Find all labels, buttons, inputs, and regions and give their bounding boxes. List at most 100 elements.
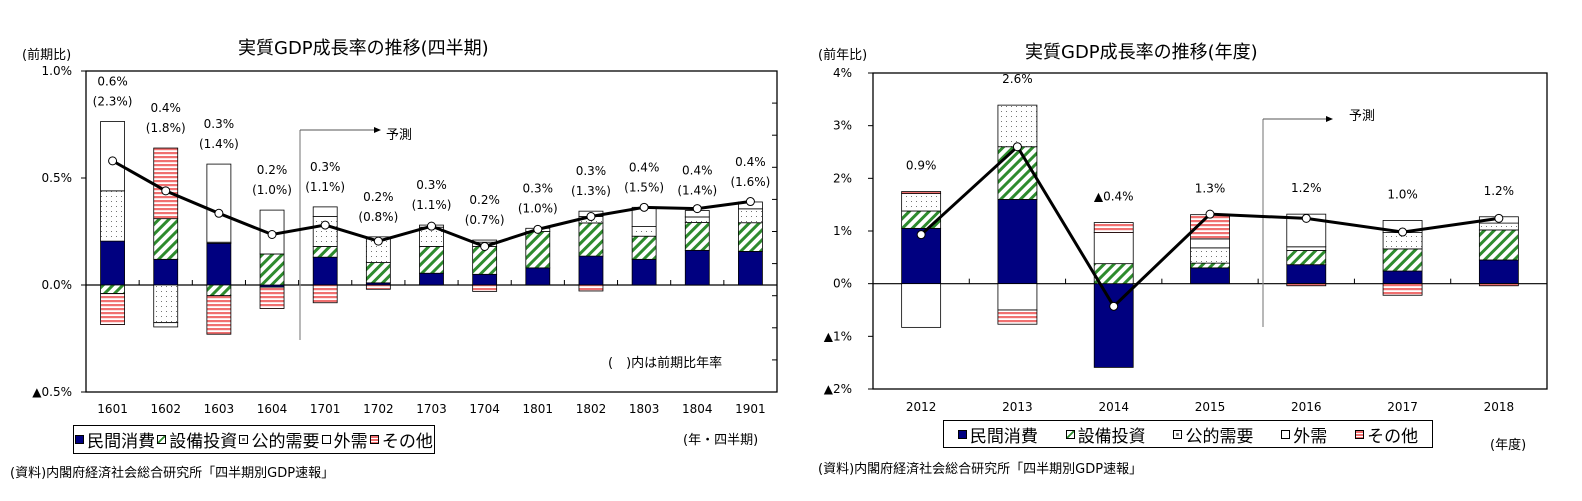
annualized-label: (1.0%)	[518, 201, 558, 215]
bar-segment-2	[472, 246, 498, 275]
bar-segment-1	[312, 256, 338, 286]
bar-segment-1	[1286, 264, 1327, 285]
annualized-label: (0.8%)	[358, 210, 398, 224]
gdp-line-point	[1398, 227, 1408, 237]
x-tick-label: 1804	[682, 402, 713, 416]
annualized-label: (1.1%)	[305, 180, 345, 194]
quarterly-chart: 1.0% 0.5% 0.0% ▲0.5% 0.6% 1601 (2.3%) 0.4% 1602 (…	[32, 64, 778, 416]
x-tick-label: 1704	[469, 402, 500, 416]
gdp-line-point	[108, 156, 118, 166]
bar-segment-5	[578, 284, 604, 292]
data-label: 0.2%	[363, 190, 394, 204]
data-label: 0.9%	[906, 159, 937, 173]
x-tick-label: 1603	[204, 402, 235, 416]
fiscal-x-unit: (年度)	[1490, 438, 1527, 453]
x-tick-label: 2015	[1195, 400, 1226, 414]
gdp-line-point	[373, 236, 383, 246]
quarterly-forecast-label: 予測	[386, 128, 413, 143]
data-label: 0.3%	[310, 160, 341, 174]
x-tick-label: 2014	[1098, 400, 1129, 414]
annualized-label: (1.1%)	[412, 198, 452, 212]
x-tick-label: 1701	[310, 402, 341, 416]
gdp-line-point	[427, 221, 436, 231]
x-tick-label: 2013	[1002, 400, 1033, 414]
y-tick-label: 0%	[833, 277, 852, 291]
bar-segment-2	[901, 210, 942, 229]
data-label: 0.4%	[629, 160, 660, 174]
fiscal-year-chart: 4% 3% 2% 1% 0% ▲1% ▲2% 0.9% 2012 2.6% 2013 ▲0.4% 201…	[824, 66, 1548, 414]
gdp-line-point	[1205, 209, 1215, 219]
gdp-line-point	[267, 229, 277, 239]
bar-segment-2	[1190, 262, 1230, 269]
data-label: 0.3%	[576, 164, 607, 178]
legend-item: 公的需要	[1173, 422, 1253, 447]
bar-segment-2	[419, 246, 444, 274]
x-tick-label: 1703	[416, 402, 447, 416]
x-tick-label: 1901	[735, 402, 766, 416]
x-tick-label: 1602	[150, 402, 181, 416]
bar-segment-2	[631, 235, 657, 260]
bar-segment-5	[312, 284, 338, 304]
gdp-line-point	[916, 230, 926, 240]
bar-segment-5	[1093, 222, 1134, 233]
bar-segment-5	[1286, 283, 1327, 287]
legend-swatch	[321, 435, 331, 444]
legend-item: 設備投資	[1065, 422, 1146, 447]
bar-segment-3	[684, 216, 710, 223]
annualized-label: (0.7%)	[465, 213, 505, 227]
bar-segment-1	[997, 198, 1038, 285]
gdp-line-point	[1012, 142, 1022, 152]
x-tick-label: 1601	[97, 402, 128, 416]
legend-swatch	[1173, 429, 1183, 439]
bar-segment-4	[312, 206, 338, 217]
x-tick-label: 2017	[1387, 400, 1418, 414]
legend-swatch	[369, 435, 379, 444]
gdp-line-point	[320, 220, 330, 230]
y-tick-label: 2%	[833, 171, 852, 185]
x-tick-label: 1803	[629, 402, 660, 416]
bar-segment-1	[525, 267, 551, 286]
bar-segment-4	[1093, 232, 1134, 265]
bar-segment-2	[525, 231, 551, 269]
bar-segment-5	[1382, 283, 1423, 296]
bar-segment-5	[206, 295, 232, 335]
fiscal-source: (資料)内閣府経済社会総合研究所「四半期別GDP速報」	[818, 462, 1143, 477]
bar-segment-2	[1093, 263, 1134, 285]
data-label: 0.3%	[204, 117, 235, 131]
legend-label: 設備投資	[1077, 426, 1146, 447]
bar-segment-4	[1190, 238, 1230, 249]
y-tick-label: 1%	[833, 224, 852, 238]
bar-segment-5	[1478, 283, 1519, 287]
gdp-line-point	[1301, 213, 1311, 223]
annualized-label: (1.4%)	[199, 137, 239, 151]
legend-item: 民間消費	[957, 422, 1038, 447]
gdp-line-point	[161, 186, 171, 196]
fiscal-legend: 民間消費 設備投資 公的需要 外需 その他	[943, 420, 1433, 448]
bar-segment-2	[1382, 248, 1423, 272]
bar-segment-3	[1190, 247, 1230, 264]
annualized-note: ( )内は前期比年率	[608, 356, 723, 371]
data-label: 1.2%	[1484, 184, 1515, 198]
data-label: 2.6%	[1002, 72, 1033, 86]
fiscal-forecast-label: 予測	[1349, 109, 1376, 124]
bar-segment-3	[997, 104, 1038, 148]
annualized-label: (1.4%)	[677, 184, 717, 198]
bar-segment-5	[901, 191, 942, 195]
bar-segment-3	[738, 208, 763, 224]
bar-segment-2	[312, 246, 338, 258]
bar-segment-5	[365, 284, 391, 290]
legend-swatch	[239, 435, 249, 444]
legend-label: 設備投資	[169, 432, 238, 452]
legend-swatch	[1281, 429, 1291, 439]
legend-swatch	[157, 435, 167, 444]
gdp-line-point	[586, 212, 596, 222]
legend-swatch	[1065, 429, 1075, 439]
y-tick-label: ▲1%	[824, 329, 852, 343]
bar-segment-4	[153, 322, 179, 328]
bar-segment-3	[1286, 246, 1327, 251]
bar-segment-5	[259, 286, 285, 309]
bar-segment-5	[100, 293, 125, 325]
bar-segment-2	[684, 222, 710, 251]
data-label: 1.0%	[1387, 187, 1418, 201]
